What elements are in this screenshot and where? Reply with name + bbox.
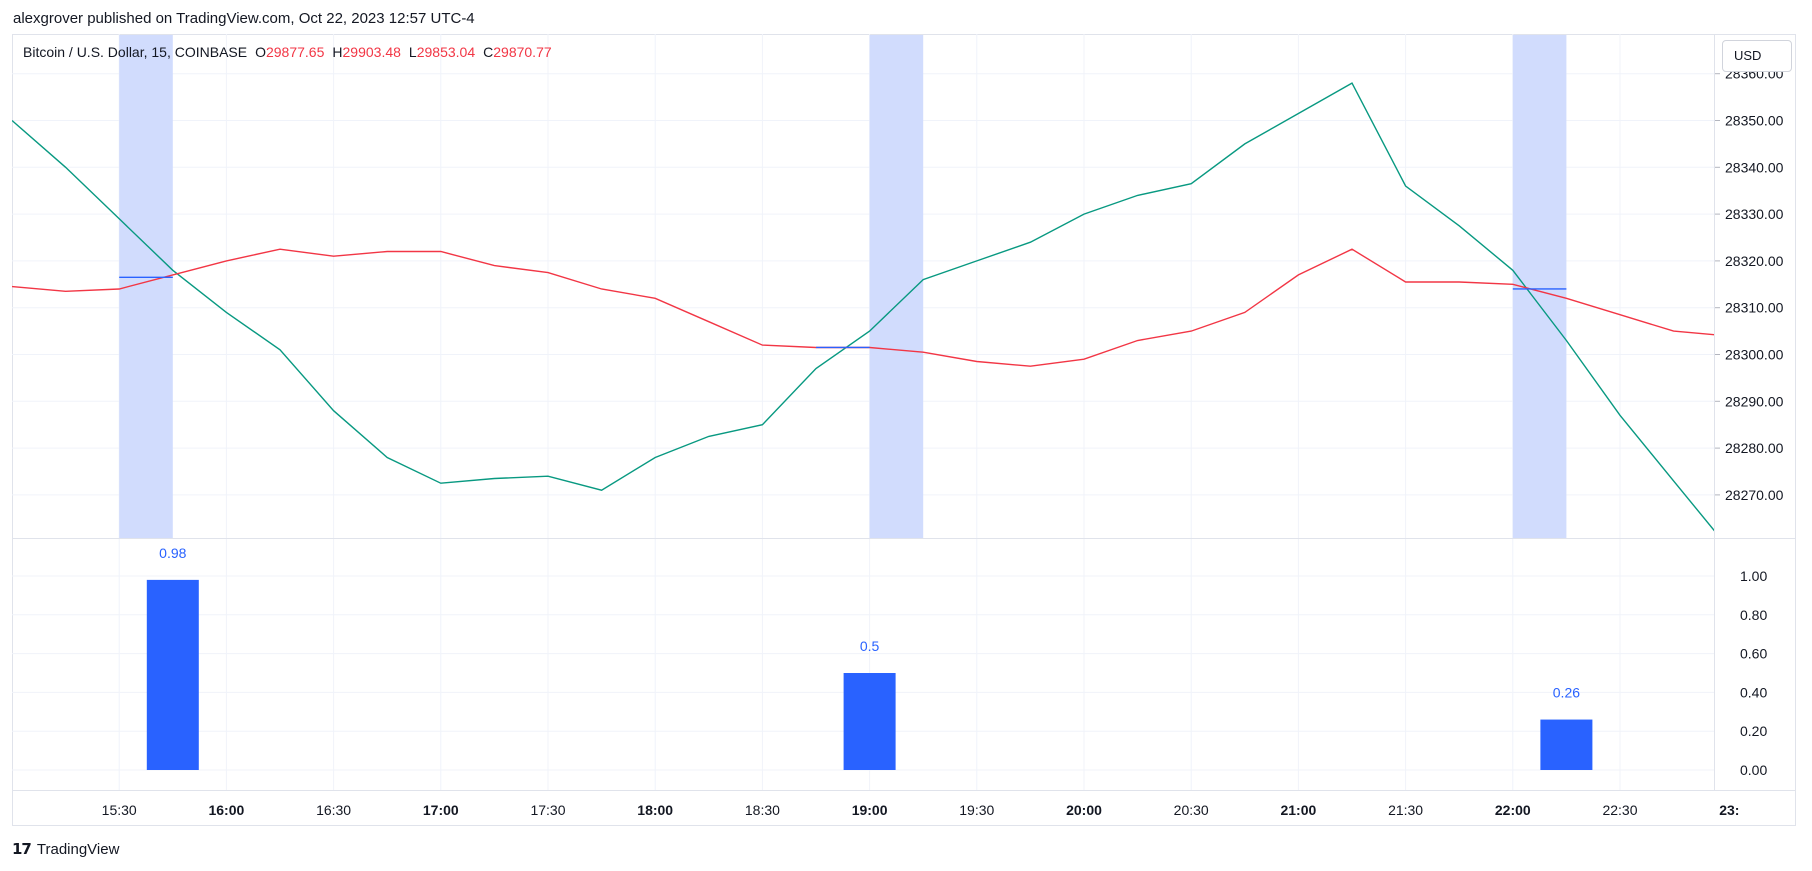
publisher-caption: alexgrover published on TradingView.com,… [13,10,475,27]
legend-close-value: 29870.77 [493,44,552,60]
legend-low-value: 29853.04 [416,44,476,60]
price-tick-label: 28330.00 [1725,206,1784,222]
time-tick-label: 23: [1719,802,1739,818]
price-tick-label: 28350.00 [1725,113,1784,129]
indicator-tick-label: 0.60 [1740,646,1767,662]
price-tick-label: 28300.00 [1725,347,1784,363]
symbol-legend: Bitcoin / U.S. Dollar, 15, COINBASE O 29… [23,44,552,60]
time-tick-label: 16:30 [316,802,351,818]
time-tick-label: 15:30 [102,802,137,818]
time-tick-label: 22:30 [1602,802,1637,818]
price-tick-label: 28290.00 [1725,393,1784,409]
indicator-bar [843,673,896,770]
time-tick-label: 21:30 [1388,802,1423,818]
indicator-bar-label: 0.5 [860,638,880,654]
legend-open-label: O [255,44,266,60]
time-tick-label: 17:00 [423,802,459,818]
level-segments [119,276,1567,349]
indicator-bar-label: 0.26 [1553,685,1580,701]
time-tick-label: 19:00 [852,802,888,818]
indicator-axis-ticks: 0.00 0.20 0.40 0.60 0.80 1.00 [1740,568,1767,778]
series-line-green [12,82,1714,532]
indicator-bars [146,579,1593,770]
time-tick-label: 18:00 [637,802,673,818]
bar-value-labels: 0.98 0.5 0.26 [159,545,1580,701]
currency-button[interactable]: USD [1722,40,1792,72]
indicator-tick-label: 0.20 [1740,723,1767,739]
price-axis-ticks: 28270.00 28280.00 28290.00 28300.00 28310.00… [1714,66,1784,503]
price-tick-label: 28320.00 [1725,253,1784,269]
indicator-bar [146,579,199,770]
tradingview-logo-icon[interactable]: 𝟭𝟳 [12,841,32,858]
time-tick-label: 17:30 [530,802,565,818]
time-tick-label: 21:00 [1280,802,1316,818]
time-tick-label: 16:00 [208,802,244,818]
legend-open-value: 29877.65 [265,44,325,60]
price-tick-label: 28280.00 [1725,440,1784,456]
price-tick-label: 28270.00 [1725,487,1784,503]
highlight-columns [119,35,1567,538]
highlight-column [869,35,924,538]
indicator-tick-label: 0.40 [1740,684,1767,700]
time-axis-ticks: 15:30 16:00 16:30 17:00 17:30 18:00 18:30 19:00… [102,802,1740,818]
indicator-bar [1540,719,1593,770]
legend-low-label: L [408,44,417,60]
time-tick-label: 22:00 [1495,802,1531,818]
price-tick-label: 28310.00 [1725,300,1784,316]
footer-branding: 𝟭𝟳 TradingView [12,840,120,859]
footer-brand-text[interactable]: TradingView [36,840,120,858]
time-tick-label: 19:30 [959,802,994,818]
price-tick-label: 28340.00 [1725,159,1784,175]
legend-high-value: 29903.48 [342,44,401,60]
time-tick-label: 18:30 [745,802,780,818]
indicator-tick-label: 0.80 [1740,607,1767,623]
indicator-bar-label: 0.98 [159,545,186,561]
legend-symbol[interactable]: Bitcoin / U.S. Dollar, 15, COINBASE [23,44,248,60]
time-tick-label: 20:30 [1174,802,1209,818]
legend-high-label: H [332,44,343,60]
time-tick-label: 20:00 [1066,802,1102,818]
indicator-tick-label: 0.00 [1740,762,1767,778]
indicator-tick-label: 1.00 [1740,568,1767,584]
chart-frame [12,34,1796,826]
legend-close-label: C [483,44,494,60]
